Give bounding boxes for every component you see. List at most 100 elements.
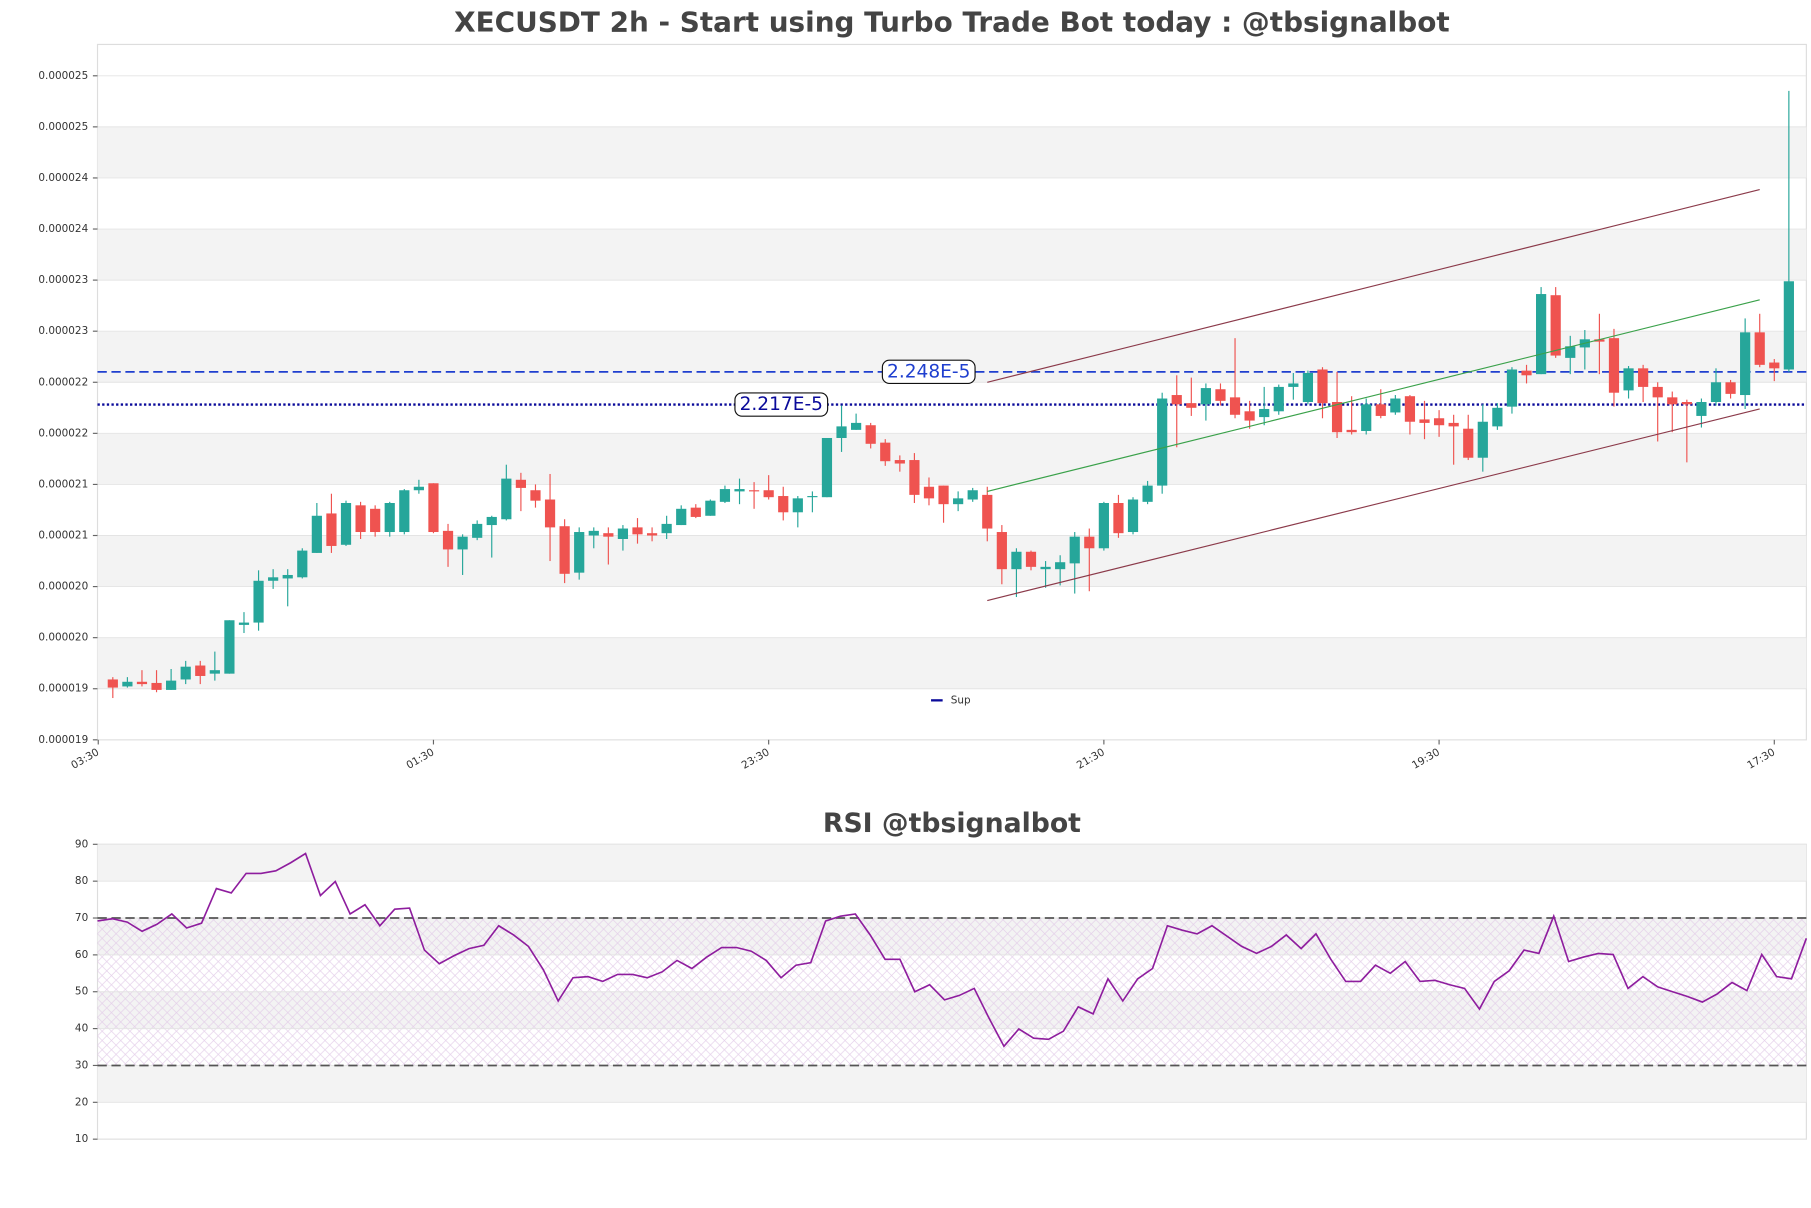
- candle-body: [1769, 362, 1780, 369]
- candle-body: [1259, 408, 1270, 418]
- candle-body: [1536, 294, 1547, 375]
- candle-body: [661, 523, 672, 534]
- y-tick-label: 0.000025: [38, 70, 88, 82]
- candle-body: [1783, 281, 1794, 370]
- y-tick-label: 0.000019: [38, 683, 88, 695]
- rsi-line: [97, 852, 1808, 1048]
- candle-body: [603, 533, 614, 537]
- candle-body: [384, 503, 395, 533]
- candle-body: [151, 682, 162, 690]
- candle-body: [311, 515, 322, 553]
- legend-label: Sup: [951, 694, 971, 706]
- candle-body: [1331, 402, 1343, 433]
- y-tick-label: 60: [75, 949, 88, 961]
- candle-body: [938, 485, 949, 505]
- candle-body: [1375, 404, 1386, 416]
- candle-body: [763, 490, 774, 498]
- y-tick-label: 0.000024: [38, 172, 88, 184]
- candle-body: [719, 489, 731, 502]
- candle-body: [865, 425, 876, 444]
- x-tick-label: 23:30: [740, 746, 772, 771]
- candle-body: [982, 494, 993, 529]
- grid-band: [97, 229, 1807, 281]
- trend-line: [987, 299, 1760, 492]
- candle-body: [209, 670, 220, 674]
- candle-body: [1127, 499, 1139, 533]
- candle-body: [1346, 429, 1357, 433]
- candle-body: [1623, 368, 1634, 391]
- x-tick-label: 01:30: [404, 746, 436, 771]
- chart-title: RSI @tbsignalbot: [823, 808, 1081, 839]
- candle-body: [1448, 422, 1459, 427]
- candle-body: [1390, 398, 1401, 413]
- h-line-label-text: 2.217E-5: [740, 394, 823, 415]
- candle-body: [617, 528, 629, 539]
- candle-body: [180, 666, 191, 680]
- candle-body: [1113, 503, 1124, 534]
- candle-body: [851, 422, 862, 430]
- candle-body: [1011, 551, 1022, 570]
- candle-body: [1550, 295, 1561, 356]
- candle-body: [588, 530, 599, 536]
- candle-body: [1055, 562, 1066, 570]
- candle-body: [122, 681, 133, 687]
- x-tick-label: 19:30: [1410, 746, 1442, 771]
- candle-body: [472, 523, 483, 538]
- candle-body: [544, 499, 556, 528]
- candle-body: [1288, 383, 1299, 387]
- candle-body: [1404, 396, 1416, 422]
- x-tick-label: 17:30: [1745, 746, 1777, 771]
- candle-body: [238, 622, 250, 625]
- candle-body: [807, 496, 818, 498]
- candle-body: [1157, 398, 1168, 486]
- y-tick-label: 0.000020: [38, 581, 88, 593]
- candle-body: [894, 460, 905, 464]
- candle-body: [340, 503, 352, 545]
- candle-body: [399, 490, 410, 533]
- candle-body: [1229, 397, 1241, 415]
- candle-body: [923, 486, 935, 499]
- y-tick-label: 0.000021: [38, 478, 88, 490]
- candle-body: [413, 486, 424, 491]
- candle-body: [1565, 346, 1576, 358]
- chart-title: XECUSDT 2h - Start using Turbo Trade Bot…: [454, 6, 1450, 39]
- candle-body: [836, 426, 847, 438]
- candle-body: [676, 508, 687, 526]
- candle-body: [370, 508, 381, 533]
- candle-body: [953, 498, 964, 505]
- candle-body: [195, 665, 206, 676]
- candle-body: [442, 530, 454, 550]
- grid-band: [97, 433, 1807, 485]
- candle-body: [821, 437, 833, 498]
- y-tick-label: 40: [75, 1023, 88, 1035]
- candle-body: [1463, 428, 1474, 458]
- candle-body: [792, 498, 803, 513]
- candle-body: [632, 527, 643, 535]
- candle-body: [355, 505, 366, 533]
- candle-body: [1492, 407, 1503, 427]
- candle-body: [530, 490, 541, 501]
- trend-line: [987, 188, 1760, 383]
- candle-body: [909, 460, 920, 495]
- candle-body: [1244, 411, 1255, 421]
- candle-body: [1142, 485, 1153, 502]
- candle-body: [253, 580, 264, 623]
- y-tick-label: 80: [75, 875, 88, 887]
- y-tick-label: 90: [75, 838, 88, 850]
- candle-body: [559, 526, 570, 574]
- candle-body: [501, 478, 512, 520]
- candle-body: [734, 489, 745, 492]
- candle-body: [1171, 395, 1182, 405]
- candle-body: [1652, 386, 1663, 398]
- y-tick-label: 0.000022: [38, 427, 88, 439]
- candle-body: [1667, 397, 1678, 405]
- candle-body: [967, 490, 978, 500]
- candle-body: [748, 490, 760, 492]
- grid-band: [97, 637, 1807, 689]
- candle-body: [1754, 332, 1765, 365]
- x-tick-label: 21:30: [1075, 746, 1107, 771]
- candle-body: [1302, 372, 1314, 403]
- candle-body: [1361, 404, 1372, 432]
- x-tick-label: 03:30: [69, 746, 101, 771]
